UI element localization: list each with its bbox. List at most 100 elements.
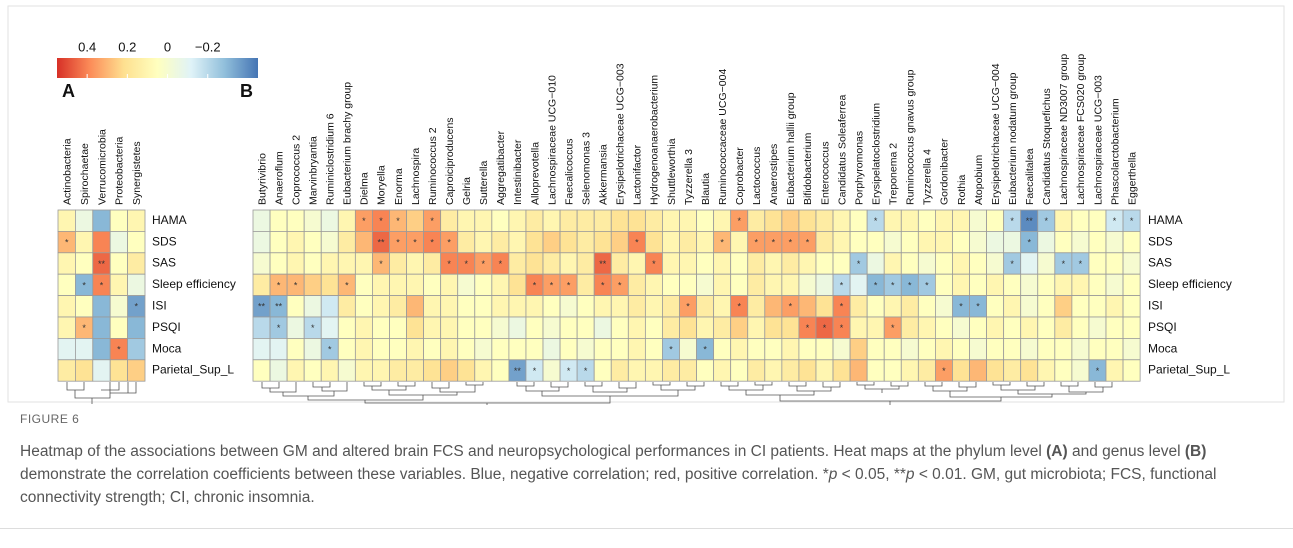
heatmap-cell [986, 252, 1005, 275]
heatmap-cell [986, 359, 1005, 382]
heatmap-cell [127, 316, 146, 339]
significance-mark: * [82, 323, 86, 333]
heatmap-cell [109, 295, 128, 318]
column-label: Ruminococcus gnavus group [905, 69, 917, 205]
significance-mark: ** [514, 366, 522, 376]
heatmap-cell [286, 337, 305, 361]
heatmap-cell [696, 252, 715, 275]
heatmap-cell [935, 295, 953, 318]
heatmap-cell [679, 359, 697, 382]
heatmap-cell [986, 230, 1005, 254]
heatmap-cell [269, 359, 288, 382]
caption-text: (B) [1184, 443, 1207, 460]
heatmap-cell [127, 209, 146, 232]
row-label: ISI [1148, 298, 1163, 312]
heatmap-cell [883, 359, 902, 382]
heatmap-cell [798, 252, 817, 275]
heatmap-cell [952, 252, 970, 275]
heatmap-cell [508, 230, 527, 254]
column-label: Bifidobacterium [802, 132, 814, 205]
significance-mark: * [82, 280, 86, 290]
dendrogram [110, 382, 137, 394]
significance-mark: * [464, 259, 468, 269]
heatmap-cell [696, 295, 715, 318]
heatmap-cell [508, 337, 527, 361]
heatmap-cell [440, 273, 459, 297]
significance-mark: ** [377, 237, 385, 247]
row-label: Sleep efficiency [152, 277, 236, 291]
heatmap-cell [866, 252, 885, 275]
heatmap-cell [866, 295, 885, 318]
column-label: Phascolarctobacterium [1109, 98, 1121, 205]
heatmap-cell [559, 316, 578, 339]
significance-mark: * [601, 280, 605, 290]
row-label: Sleep efficiency [1148, 277, 1232, 291]
significance-mark: * [755, 237, 759, 247]
heatmap-cell [1054, 230, 1073, 254]
heatmap-cell [662, 316, 680, 339]
column-label: Candidatus Stoquefichus [1041, 88, 1053, 205]
caption-text: demonstrate the correlation coefficients… [20, 466, 829, 483]
column-label: Butyrivibrio [256, 153, 268, 205]
heatmap-cell [713, 295, 732, 318]
heatmap-cell [917, 337, 936, 361]
heatmap-cell [109, 252, 128, 275]
colorbar-tick-label: −0.2 [195, 39, 221, 54]
heatmap-cell [406, 359, 425, 382]
significance-mark: ** [275, 302, 283, 312]
heatmap-cell [593, 337, 612, 361]
heatmap-cell [883, 209, 902, 232]
heatmap-cell [747, 209, 766, 232]
heatmap-cell [1105, 316, 1124, 339]
significance-mark: * [447, 259, 451, 269]
significance-mark: * [635, 237, 639, 247]
heatmap-cell [1071, 295, 1090, 318]
heatmap-cell [798, 273, 817, 297]
heatmap-cell [1020, 295, 1039, 318]
heatmap-cell [730, 230, 749, 254]
significance-mark: * [840, 280, 844, 290]
column-label: Faecalicoccus [563, 138, 575, 205]
column-label: Erysipelotrichaceae UCG−003 [615, 63, 627, 205]
heatmap-cell [696, 359, 715, 382]
heatmap-cell [849, 230, 868, 254]
column-label: Akkermansia [598, 144, 610, 205]
heatmap-cell [576, 273, 595, 297]
heatmap-cell [781, 252, 800, 275]
significance-mark: ** [98, 259, 106, 269]
heatmap-cell [747, 295, 766, 318]
heatmap-cell [644, 230, 663, 254]
significance-mark: ** [599, 259, 607, 269]
heatmap-cell [679, 337, 697, 361]
colorbar [57, 58, 258, 78]
column-label: Anaerostipes [768, 144, 780, 205]
row-label: SDS [1148, 234, 1173, 248]
significance-mark: * [840, 323, 844, 333]
significance-mark: * [1096, 366, 1100, 376]
heatmap-cell [525, 337, 544, 361]
heatmap-cell [491, 337, 510, 361]
heatmap-cell [92, 295, 111, 318]
heatmap-cell [917, 209, 936, 232]
caption-text: (A) [1046, 443, 1068, 460]
heatmap-cell [610, 209, 629, 232]
heatmap-cell [109, 209, 128, 232]
heatmap-cell [423, 337, 442, 361]
heatmap-cell [75, 337, 94, 361]
heatmap-cell [1088, 295, 1107, 318]
heatmap-cell [644, 295, 663, 318]
heatmap-cell [747, 273, 766, 297]
heatmap-cell [286, 252, 305, 275]
column-label: Coprococcus 2 [290, 135, 302, 205]
column-label: Alloprevotella [529, 142, 541, 205]
heatmap-cell [320, 252, 339, 275]
heatmap-cell [849, 359, 868, 382]
heatmap-cell [457, 295, 476, 318]
significance-mark: * [379, 216, 383, 226]
significance-mark: * [550, 280, 554, 290]
heatmap-cell [525, 252, 544, 275]
column-label: Coprobacter [734, 147, 746, 205]
column-label: Lachnospiraceae UCG−003 [1092, 75, 1104, 205]
heatmap: Actinobacteria Spirochaetae Verrucomicrobi… [57, 129, 236, 382]
significance-mark: * [823, 323, 827, 333]
